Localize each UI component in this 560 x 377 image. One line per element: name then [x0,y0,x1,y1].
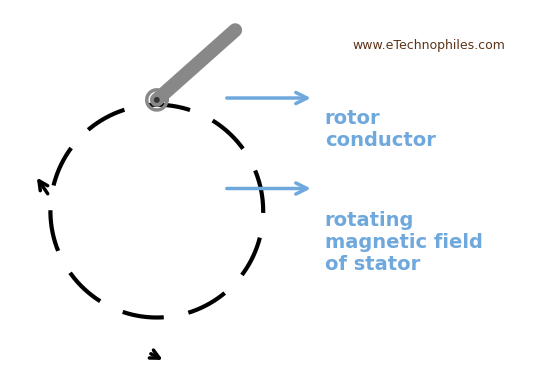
Text: rotor
conductor: rotor conductor [325,109,436,150]
Text: rotating
magnetic field
of stator: rotating magnetic field of stator [325,211,483,274]
Text: www.eTechnophiles.com: www.eTechnophiles.com [353,39,506,52]
Polygon shape [155,98,159,102]
